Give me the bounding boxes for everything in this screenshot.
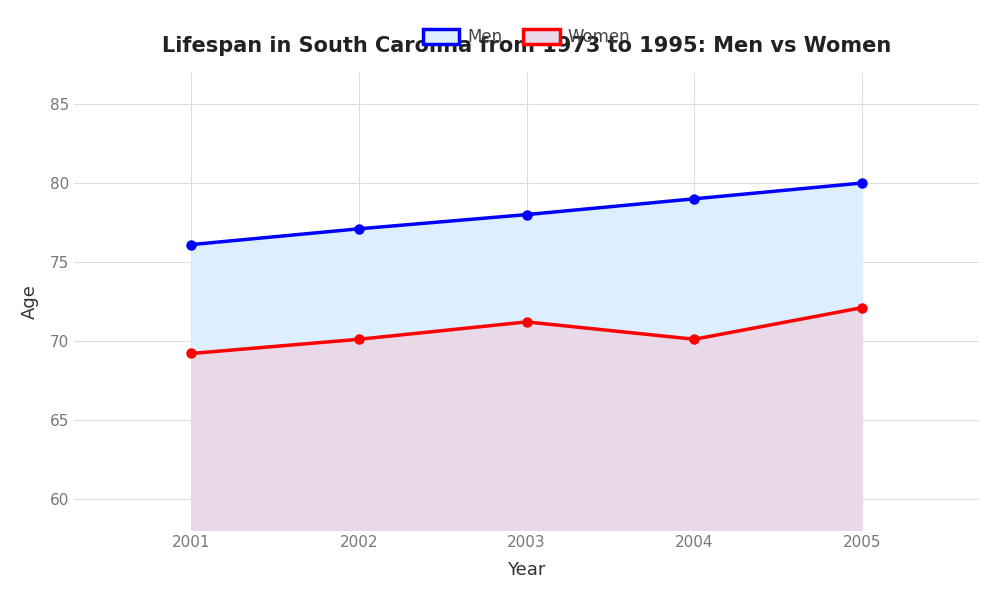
Y-axis label: Age: Age [21, 284, 39, 319]
X-axis label: Year: Year [507, 561, 546, 579]
Legend: Men, Women: Men, Women [416, 22, 637, 53]
Title: Lifespan in South Carolina from 1973 to 1995: Men vs Women: Lifespan in South Carolina from 1973 to … [162, 36, 891, 56]
